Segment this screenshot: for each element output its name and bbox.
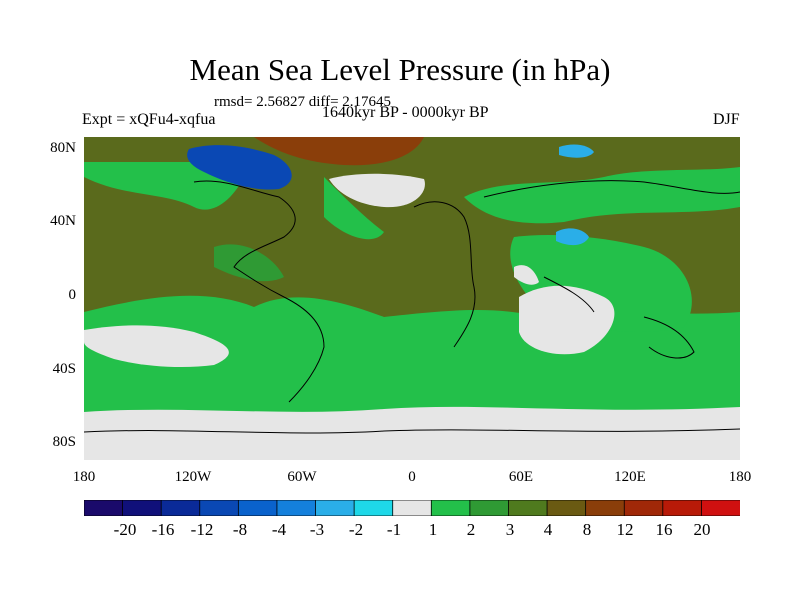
colorbar — [84, 500, 740, 516]
rmsd-diff-stats: rmsd= 2.56827 diff= 2.17645 — [214, 94, 392, 110]
experiment-label: Expt = xQFu4-xqfua — [82, 111, 216, 128]
colorbar-swatch — [160, 500, 201, 516]
colorbar-label: 16 — [655, 520, 673, 539]
map-title: Mean Sea Level Pressure (in hPa) — [189, 52, 611, 87]
colorbar-label: 8 — [582, 520, 592, 539]
colorbar-swatch — [508, 500, 548, 516]
near-zero-gray-regions — [84, 173, 740, 460]
colorbar-label: -12 — [190, 520, 214, 539]
lon-label-0: 0 — [408, 469, 416, 485]
season-label: DJF — [713, 111, 740, 128]
colorbar-swatch — [353, 500, 394, 516]
colorbar-swatch — [701, 500, 740, 516]
negative-anomaly-blue-regions — [187, 144, 594, 246]
colorbar-swatch — [430, 500, 471, 516]
positive-anomaly-brown-region — [254, 137, 424, 166]
lat-label-equator: 0 — [68, 287, 77, 303]
colorbar-label: -8 — [232, 520, 248, 539]
colorbar-label: 12 — [616, 520, 634, 539]
time-period-label: 1640kyr BP - 0000kyr BP — [322, 104, 489, 121]
colorbar-label: 3 — [505, 520, 515, 539]
colorbar-label: 20 — [693, 520, 711, 539]
colorbar-label: 4 — [543, 520, 553, 539]
colorbar-swatch — [237, 500, 278, 516]
lat-label-80n: 80N — [50, 140, 76, 156]
colorbar-swatch — [122, 500, 163, 516]
lon-label-60e: 60E — [508, 469, 534, 485]
colorbar-label: -4 — [271, 520, 287, 539]
colorbar-label: -1 — [386, 520, 402, 539]
colorbar-label: -16 — [151, 520, 175, 539]
colorbar-swatch — [546, 500, 587, 516]
colorbar-label: -3 — [309, 520, 325, 539]
lon-label-180w: 180 — [72, 469, 96, 485]
colorbar-swatch — [623, 500, 664, 516]
colorbar-label: -2 — [348, 520, 364, 539]
colorbar-label: 2 — [466, 520, 476, 539]
lon-label-120e: 120E — [614, 469, 646, 485]
lat-label-40s: 40S — [52, 361, 76, 377]
colorbar-swatch — [662, 500, 703, 516]
lat-label-40n: 40N — [50, 213, 76, 229]
colorbar-label: 1 — [428, 520, 438, 539]
colorbar-swatch — [315, 500, 356, 516]
lon-label-60w: 60W — [287, 469, 317, 485]
coastlines — [84, 180, 740, 434]
colorbar-label: -20 — [113, 520, 137, 539]
colorbar-swatch — [585, 500, 626, 516]
colorbar-swatch — [199, 500, 240, 516]
lon-label-120w: 120W — [174, 469, 212, 485]
pressure-anomaly-map — [84, 137, 740, 460]
colorbar-swatch — [392, 500, 433, 516]
colorbar-swatch — [276, 500, 317, 516]
colorbar-swatch — [84, 500, 124, 516]
lon-label-180e: 180 — [728, 469, 752, 485]
colorbar-swatch — [469, 500, 510, 516]
lat-label-80s: 80S — [52, 434, 76, 450]
